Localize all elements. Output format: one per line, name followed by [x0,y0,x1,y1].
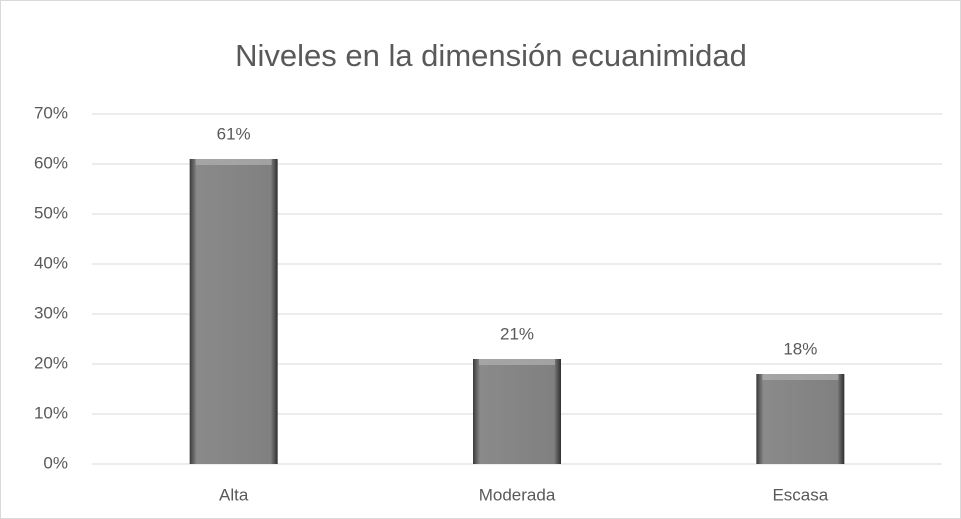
data-label: 61% [217,124,251,143]
y-tick-label: 60% [34,153,68,172]
bar [756,374,845,464]
y-tick-label: 70% [34,103,68,122]
data-label: 18% [783,339,817,358]
y-tick-label: 20% [34,353,68,372]
y-tick-label: 10% [34,403,68,422]
y-tick-label: 40% [34,253,68,272]
y-tick-label: 0% [43,453,68,472]
data-label: 21% [500,324,534,343]
bar-highlight [479,359,555,365]
bar-highlight [762,374,839,380]
y-tick-label: 30% [34,303,68,322]
x-tick-label: Moderada [479,485,556,504]
x-tick-label: Escasa [772,485,828,504]
bar [473,359,561,464]
y-tick-label: 50% [34,203,68,222]
chart-title: Niveles en la dimensión ecuanimidad [235,38,747,73]
bar-highlight [195,159,272,165]
x-tick-label: Alta [219,485,249,504]
bar [189,159,278,464]
